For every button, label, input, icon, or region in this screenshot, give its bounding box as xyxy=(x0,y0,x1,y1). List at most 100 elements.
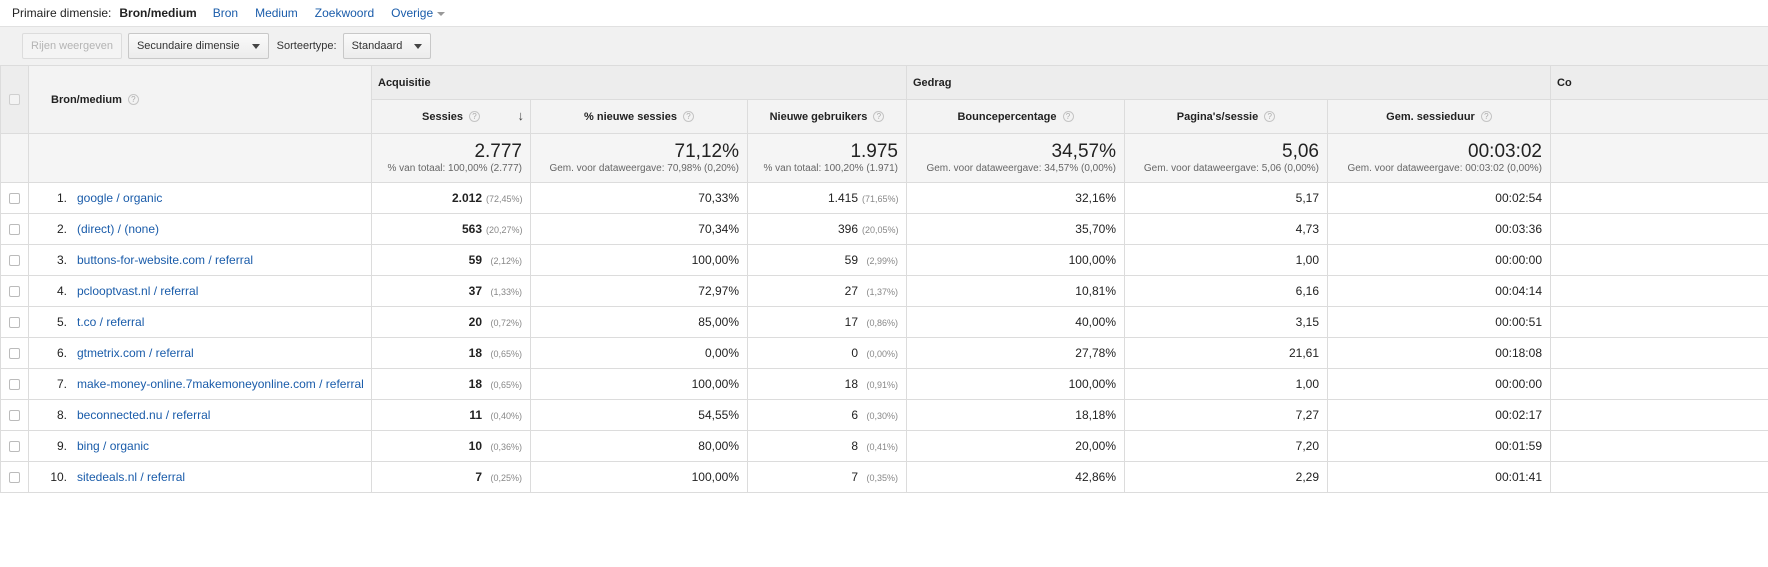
dimension-option-bron[interactable]: Bron xyxy=(212,6,239,20)
row-index: 6. xyxy=(56,346,67,360)
avg-duration-header[interactable]: Gem. sessieduur? xyxy=(1327,99,1551,134)
avg-duration-cell: 00:02:54 xyxy=(1327,182,1551,214)
sessions-header[interactable]: Sessies? ↓ xyxy=(371,99,531,134)
totals-new-sessions-pct-sub: Gem. voor dataweergave: 70,98% (0,20%) xyxy=(549,163,739,174)
row-index: 3. xyxy=(56,253,67,267)
help-icon[interactable]: ? xyxy=(873,111,885,123)
totals-checkbox-cell xyxy=(0,133,29,183)
sessions-cell: 20 (0,72%) xyxy=(371,306,531,338)
table-row: 5. t.co / referral 20 (0,72%) 85,00% 17 (0,86%… xyxy=(0,306,1768,338)
totals-bounce-rate: 34,57% Gem. voor dataweergave: 34,57% (0,… xyxy=(906,133,1125,183)
new-sessions-pct-header[interactable]: % nieuwe sessies? xyxy=(530,99,748,134)
table-row: 9. bing / organic 10 (0,36%) 80,00% 8 (0,41%) 2… xyxy=(0,430,1768,462)
new-users-cell: 6 (0,30%) xyxy=(747,399,907,431)
table-row: 7. make-money-online.7makemoneyonline.com… xyxy=(0,368,1768,400)
help-icon[interactable]: ? xyxy=(1264,111,1276,123)
help-icon[interactable]: ? xyxy=(1480,111,1492,123)
chevron-down-icon xyxy=(414,43,423,49)
row-checkbox[interactable] xyxy=(9,379,20,391)
pages-per-session-header[interactable]: Pagina's/sessie? xyxy=(1124,99,1328,134)
new-users-pct: (0,30%) xyxy=(866,411,898,421)
sessions-pct: (0,65%) xyxy=(490,349,522,359)
row-checkbox[interactable] xyxy=(9,224,20,236)
table-row: 10. sitedeals.nl / referral 7 (0,25%) 100,00… xyxy=(0,461,1768,493)
new-users-pct: (0,35%) xyxy=(866,473,898,483)
help-icon[interactable]: ? xyxy=(127,94,139,106)
secondary-dimension-dropdown[interactable]: Secundaire dimensie xyxy=(127,33,269,59)
row-checkbox[interactable] xyxy=(9,286,20,298)
avg-duration-cell: 00:00:51 xyxy=(1327,306,1551,338)
source-medium-link[interactable]: buttons-for-website.com / referral xyxy=(77,253,254,267)
primary-dimension-bar: Primaire dimensie: Bron/medium Bron Medi… xyxy=(0,0,1768,26)
source-medium-link[interactable]: t.co / referral xyxy=(77,315,145,329)
report-table: Bron/medium? Acquisitie Gedrag Co Sessie… xyxy=(0,65,1768,493)
conversions-cell xyxy=(1550,213,1768,245)
row-checkbox[interactable] xyxy=(9,441,20,453)
sessions-cell: 37 (1,33%) xyxy=(371,275,531,307)
source-cell: 10. sitedeals.nl / referral xyxy=(28,461,372,493)
totals-avg-duration-sub: Gem. voor dataweergave: 00:03:02 (0,00%) xyxy=(1347,163,1542,174)
help-icon[interactable]: ? xyxy=(682,111,694,123)
row-checkbox[interactable] xyxy=(9,255,20,267)
row-checkbox[interactable] xyxy=(9,472,20,484)
bounce-rate-header[interactable]: Bouncepercentage? xyxy=(906,99,1125,134)
row-index: 5. xyxy=(56,315,67,329)
new-users-value: 18 xyxy=(844,377,858,391)
sort-type-dropdown[interactable]: Standaard xyxy=(342,33,432,59)
show-rows-label: Rijen weergeven xyxy=(31,40,113,52)
source-medium-link[interactable]: beconnected.nu / referral xyxy=(77,408,211,422)
row-checkbox[interactable] xyxy=(9,410,20,422)
avg-duration-cell: 00:01:41 xyxy=(1327,461,1551,493)
select-all-checkbox[interactable] xyxy=(9,94,20,106)
source-medium-link[interactable]: pclooptvast.nl / referral xyxy=(77,284,199,298)
table-row: 1. google / organic 2.012 (72,45%) 70,33% 1.4… xyxy=(0,182,1768,214)
source-medium-link[interactable]: sitedeals.nl / referral xyxy=(77,470,186,484)
dimension-option-zoekwoord[interactable]: Zoekwoord xyxy=(314,6,375,20)
row-checkbox-cell xyxy=(0,461,29,493)
bounce-rate-cell: 40,00% xyxy=(906,306,1125,338)
source-medium-link[interactable]: make-money-online.7makemoneyonline.com /… xyxy=(77,377,364,391)
sessions-value: 59 xyxy=(468,253,482,267)
source-cell: 7. make-money-online.7makemoneyonline.com… xyxy=(28,368,372,400)
source-medium-link[interactable]: google / organic xyxy=(77,191,163,205)
bounce-rate-cell: 35,70% xyxy=(906,213,1125,245)
pages-per-session-cell: 4,73 xyxy=(1124,213,1328,245)
help-icon[interactable]: ? xyxy=(468,111,480,123)
row-checkbox-cell xyxy=(0,399,29,431)
totals-bounce-rate-value: 34,57% xyxy=(1051,141,1116,162)
source-medium-link[interactable]: gtmetrix.com / referral xyxy=(77,346,194,360)
source-medium-link[interactable]: (direct) / (none) xyxy=(77,222,160,236)
source-medium-header[interactable]: Bron/medium? xyxy=(28,65,372,134)
conversions-cell xyxy=(1550,368,1768,400)
chevron-down-icon xyxy=(251,43,260,49)
conversions-cell xyxy=(1550,399,1768,431)
sessions-value: 7 xyxy=(475,470,482,484)
row-checkbox[interactable] xyxy=(9,317,20,329)
bottom-area xyxy=(0,545,1768,567)
dimension-option-overige[interactable]: Overige xyxy=(391,6,446,20)
avg-duration-header-label: Gem. sessieduur xyxy=(1386,110,1475,123)
show-rows-button[interactable]: Rijen weergeven xyxy=(22,33,122,59)
row-index: 9. xyxy=(56,439,67,453)
new-users-header[interactable]: Nieuwe gebruikers? xyxy=(747,99,907,134)
pages-per-session-header-label: Pagina's/sessie xyxy=(1176,110,1259,123)
row-checkbox[interactable] xyxy=(9,193,20,205)
conversions-cell xyxy=(1550,275,1768,307)
avg-duration-cell: 00:01:59 xyxy=(1327,430,1551,462)
sessions-value: 2.012 xyxy=(451,191,482,205)
row-checkbox[interactable] xyxy=(9,348,20,360)
totals-new-users-value: 1.975 xyxy=(850,141,898,162)
row-checkbox-cell xyxy=(0,275,29,307)
new-sessions-pct-cell: 70,34% xyxy=(530,213,748,245)
select-all-cell xyxy=(0,65,29,134)
help-icon[interactable]: ? xyxy=(1062,111,1074,123)
dimension-option-medium[interactable]: Medium xyxy=(255,6,298,20)
totals-sessions: 2.777% van totaal: 100,00% (2.777) xyxy=(371,133,531,183)
source-medium-link[interactable]: bing / organic xyxy=(77,439,150,453)
secondary-dimension-label: Secundaire dimensie xyxy=(136,40,240,52)
pages-per-session-cell: 6,16 xyxy=(1124,275,1328,307)
sort-type-value: Standaard xyxy=(351,40,403,52)
row-index: 1. xyxy=(56,191,67,205)
conversions-cell xyxy=(1550,182,1768,214)
row-index: 7. xyxy=(56,377,67,391)
